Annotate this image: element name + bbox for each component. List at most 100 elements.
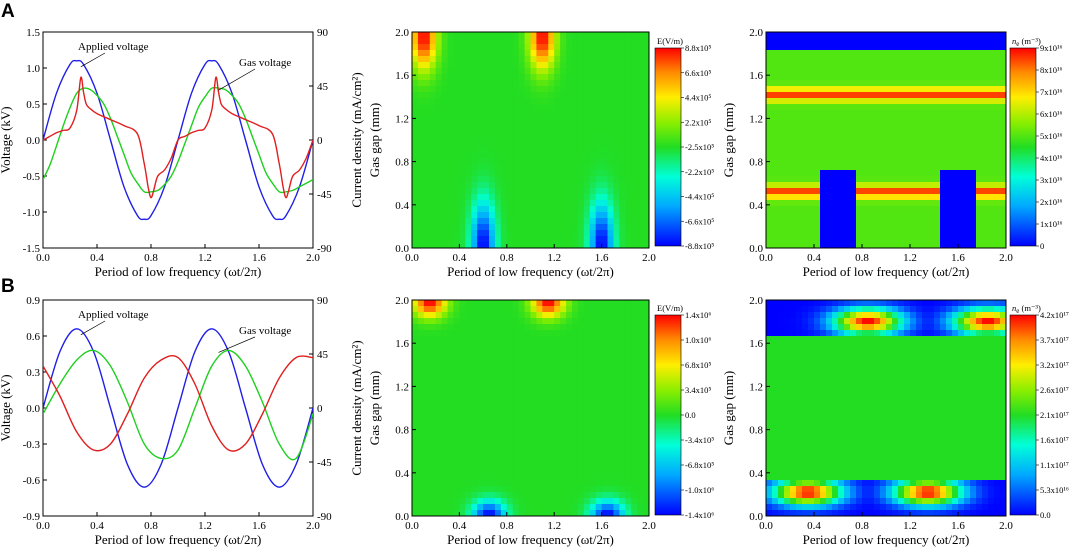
heatmap-cell <box>417 462 425 469</box>
heatmap-cell <box>506 408 514 415</box>
heatmap-cell <box>643 444 650 451</box>
heatmap-cell <box>862 236 869 243</box>
heatmap-cell <box>494 450 502 457</box>
heatmap-cell <box>417 194 425 201</box>
heatmap-cell <box>778 486 785 493</box>
heatmap-cell <box>814 188 821 195</box>
heatmap-cell <box>637 74 644 81</box>
heatmap-cell <box>512 80 520 87</box>
heatmap-cell <box>766 200 773 207</box>
heatmap-cell <box>766 140 773 147</box>
heatmap-cell <box>489 444 496 451</box>
heatmap-cell <box>506 56 514 63</box>
heatmap-cell <box>802 236 809 243</box>
heatmap-cell <box>471 360 478 367</box>
heatmap-cell <box>483 104 490 111</box>
heatmap-cell <box>560 510 567 517</box>
heatmap-cell <box>607 56 614 63</box>
heatmap-cell <box>814 140 821 147</box>
heatmap-cell <box>447 510 454 517</box>
heatmap-cell <box>790 92 797 99</box>
heatmap-cell <box>874 74 881 81</box>
heatmap-cell <box>940 194 947 201</box>
heatmap-cell <box>994 104 1001 111</box>
heatmap-cell <box>589 188 597 195</box>
heatmap-cell <box>778 438 785 445</box>
heatmap-cell <box>778 134 785 141</box>
heatmap-cell <box>459 462 466 469</box>
heatmap-cell <box>447 128 454 135</box>
heatmap-cell <box>976 98 983 105</box>
heatmap-cell <box>583 468 591 475</box>
heatmap-cell <box>554 176 561 183</box>
heatmap-cell <box>548 104 555 111</box>
heatmap-cell <box>625 44 632 51</box>
heatmap-cell <box>536 444 543 451</box>
heatmap-cell <box>554 420 561 427</box>
heatmap-cell <box>459 330 466 337</box>
heatmap-cell <box>560 480 567 487</box>
heatmap-cell <box>506 414 514 421</box>
heatmap-cell <box>571 62 579 69</box>
heatmap-cell <box>548 32 555 39</box>
heatmap-cell <box>423 212 431 219</box>
heatmap-cell <box>601 152 608 159</box>
heatmap-cell <box>589 104 597 111</box>
heatmap-cell <box>447 504 454 511</box>
heatmap-cell <box>916 242 923 249</box>
heatmap-cell <box>417 432 425 439</box>
heatmap-cell <box>530 218 537 225</box>
heatmap-cell <box>886 206 893 213</box>
heatmap-cell <box>435 360 443 367</box>
heatmap-cell <box>524 420 531 427</box>
heatmap-cell <box>772 480 779 487</box>
heatmap-cell <box>417 38 425 45</box>
heatmap-cell <box>412 360 419 367</box>
heatmap-cell <box>766 164 773 171</box>
heatmap-cell <box>583 164 591 171</box>
heatmap-cell <box>542 414 549 421</box>
heatmap-cell <box>465 80 472 87</box>
heatmap-cell <box>904 200 911 207</box>
heatmap-cell <box>778 68 785 75</box>
y-tick-label: 0.0 <box>395 243 409 255</box>
heatmap-cell <box>631 182 638 189</box>
heatmap-cell <box>589 408 597 415</box>
heatmap-cell <box>778 384 785 391</box>
heatmap-cell <box>435 38 443 45</box>
heatmap-cell <box>619 182 626 189</box>
heatmap-cell <box>820 134 827 141</box>
heatmap-cell <box>790 80 797 87</box>
heatmap-cell <box>500 300 508 307</box>
heatmap-cell <box>796 200 803 207</box>
heatmap-cell <box>613 164 620 171</box>
heatmap-cell <box>964 170 971 177</box>
y-tick-label: -1.5 <box>23 243 41 255</box>
heatmap-cell <box>524 348 531 355</box>
heatmap-cell <box>577 188 585 195</box>
heatmap-cell <box>601 474 608 481</box>
heatmap-cell <box>412 444 419 451</box>
heatmap-cell <box>778 324 785 331</box>
heatmap-cell <box>772 432 779 439</box>
heatmap-cell <box>530 86 537 93</box>
heatmap-cell <box>916 140 923 147</box>
heatmap-cell <box>595 86 602 93</box>
heatmap-cell <box>766 50 773 57</box>
heatmap-cell <box>868 116 875 123</box>
heatmap-cell <box>566 330 573 337</box>
heatmap-cell <box>619 68 626 75</box>
heatmap-cell <box>982 128 989 135</box>
heatmap-cell <box>838 44 845 51</box>
heatmap-cell <box>832 140 839 147</box>
heatmap-cell <box>613 396 620 403</box>
heatmap-cell <box>796 366 803 373</box>
heatmap-cell <box>423 116 431 123</box>
heatmap-cell <box>844 74 851 81</box>
heatmap-cell <box>643 44 650 51</box>
heatmap-cell <box>784 492 791 499</box>
heatmap-cell <box>571 188 579 195</box>
heatmap-cell <box>512 146 520 153</box>
heatmap-cell <box>820 426 827 433</box>
heatmap-cell <box>838 206 845 213</box>
